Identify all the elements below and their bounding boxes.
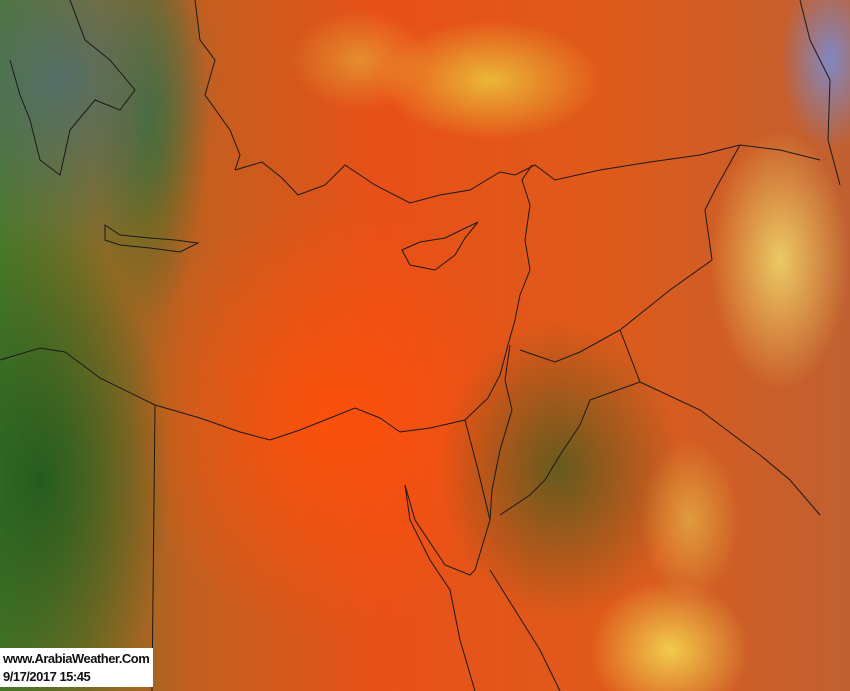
gulf-of-suez: [404, 484, 476, 691]
cyprus: [401, 221, 479, 271]
watermark-timestamp: 9/17/2017 15:45: [3, 669, 91, 684]
jordan-border: [499, 329, 641, 516]
syria-iraq-border: [519, 144, 741, 363]
watermark-site: www.ArabiaWeather.Com: [3, 651, 150, 666]
sinai-border: [404, 419, 491, 576]
greece-coast: [9, 0, 136, 176]
aegean-coast: [194, 0, 241, 171]
watermark-box: www.ArabiaWeather.Com 9/17/2017 15:45: [0, 648, 154, 687]
israel-jordan-border: [489, 344, 513, 521]
turkey-coastline: [234, 144, 821, 204]
red-sea-coast: [489, 569, 561, 691]
crete: [104, 224, 200, 253]
east-edge-border: [799, 0, 841, 186]
saudi-iraq-border: [639, 381, 821, 516]
north-africa-levant-coastline: [0, 164, 533, 441]
egypt-libya-border: [151, 404, 156, 691]
